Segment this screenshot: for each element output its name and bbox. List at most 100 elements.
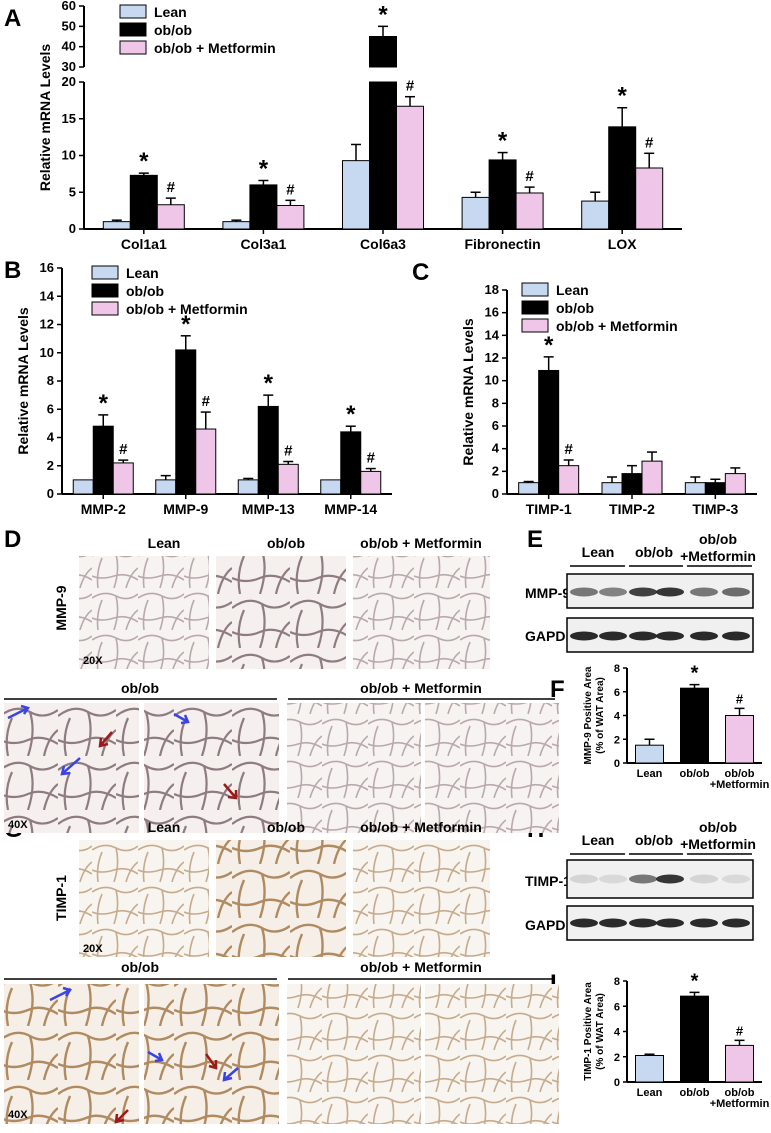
legend-label: Lean [556,282,589,298]
y-tick-label: 4 [614,711,621,723]
micrograph-g-met-40x-2 [425,984,559,1124]
panel-label-i: I [550,970,557,997]
bar [581,200,610,230]
significance-mark: # [406,78,415,95]
y-axis-label: (% of WAT Area) [595,993,606,1070]
micro-g-mag-40x: 40X [8,1109,28,1121]
x-category-label: ob/ob [680,768,710,780]
y-tick-label: 40 [62,39,76,54]
bar [488,159,517,230]
blot-band [722,587,750,597]
y-tick-label: 6 [614,687,620,699]
significance-mark: * [618,83,628,110]
micro-g-header-lean: Lean [148,819,181,835]
bar [558,465,580,495]
significance-mark: # [167,179,176,196]
significance-mark: # [119,441,128,458]
y-tick-label: 16 [485,305,499,320]
legend-label: Lean [126,265,159,281]
significance-mark: # [525,168,534,185]
y-tick-label: 6 [614,1001,620,1013]
blot-band [570,587,598,597]
blot-band [599,874,627,884]
micrograph-d-met-40x-2 [425,703,559,833]
blot-e-group-lean: Lean [582,544,615,560]
x-category-label: LOX [608,236,637,252]
x-category-label: MMP-13 [242,501,295,517]
blot-band [690,587,718,597]
bar [175,349,197,495]
legend-swatch [521,282,549,297]
arrow-icon [147,1050,164,1063]
significance-mark: * [264,370,274,397]
bar [684,482,706,495]
bar [724,473,746,495]
blot-e-group-met: ob/ob +Metformin [680,531,756,564]
arrow-icon [223,783,238,800]
bar [608,126,637,230]
arrow-icon [98,731,113,748]
y-tick-label: 10 [40,345,54,360]
blot-band [629,631,657,641]
significance-mark: * [691,970,699,992]
arrow-icon [60,757,81,776]
blot-band [599,918,627,928]
blot-band [599,587,627,597]
panel-label-f: F [550,676,565,703]
micrograph-d-obob-40x-2 [144,703,279,833]
legend-swatch [521,300,549,315]
x-category-label: Col1a1 [121,236,167,252]
bar [725,1044,754,1083]
panel-label-e: E [527,526,543,553]
micro-d-mag-40x: 40X [8,819,28,831]
legend-label: ob/ob [126,283,164,299]
y-tick-label: 60 [62,0,76,13]
micro-g-stain-label: TIMP-1 [53,875,69,921]
micrograph-d-met-20x [353,556,490,669]
y-tick-label: 6 [47,401,54,416]
panel-g-micrographs: Lean ob/ob ob/ob + Metformin TIMP-1 20X … [4,819,559,1124]
micrograph-g-obob-40x-2 [144,984,279,1124]
y-axis-label: Relative mRNA Levels [37,44,53,192]
chart-c: 0 2 4 6 8 10 12 14 16 18 TIMP-1 * # TIMP-2 TIMP-3 Relat… [460,282,757,517]
blot-band [690,918,718,928]
bar [601,482,623,495]
bar [155,479,177,495]
micro-g-group-obob: ob/ob [121,959,159,975]
x-category-label: +Metformin [710,779,770,791]
legend-swatch [119,22,147,37]
x-category-label: Col6a3 [360,236,406,252]
blot-h-row-gapdh: GAPDH [525,917,576,933]
x-category-label: ob/ob [680,1087,710,1099]
y-tick-label: 0 [492,486,499,501]
micrograph-d-lean-20x [79,556,209,669]
x-category-label: MMP-2 [81,501,126,517]
blot-band [599,631,627,641]
y-axis-label: MMP-9 Positive Area [583,666,594,764]
y-tick-label: 12 [485,350,499,365]
arrow-icon [173,712,190,725]
arrow-icon [7,704,30,720]
bar [360,470,382,495]
panel-label-b: B [4,257,21,284]
blot-band [656,587,684,597]
x-category-label: ob/ob [725,1087,755,1099]
bar [249,184,278,230]
legend-label: ob/ob + Metformin [154,40,276,56]
panel-d-micrographs: Lean ob/ob ob/ob + Metformin MMP-9 20X o… [4,535,559,833]
panel-e-western-blot: Lean ob/ob ob/ob +Metformin MMP-9 GAPDH [525,531,756,653]
blot-band [722,874,750,884]
y-tick-label: 18 [485,282,499,297]
legend-swatch [91,283,119,298]
significance-mark: # [564,441,573,458]
y-tick-label: 8 [614,663,620,675]
micrograph-d-met-40x-1 [287,703,421,833]
bar [129,174,158,230]
blot-band [656,918,684,928]
y-tick-label: 16 [40,260,54,275]
micro-g-header-obob: ob/ob [267,819,305,835]
significance-mark: # [645,134,654,151]
x-category-label: Lean [637,768,663,780]
